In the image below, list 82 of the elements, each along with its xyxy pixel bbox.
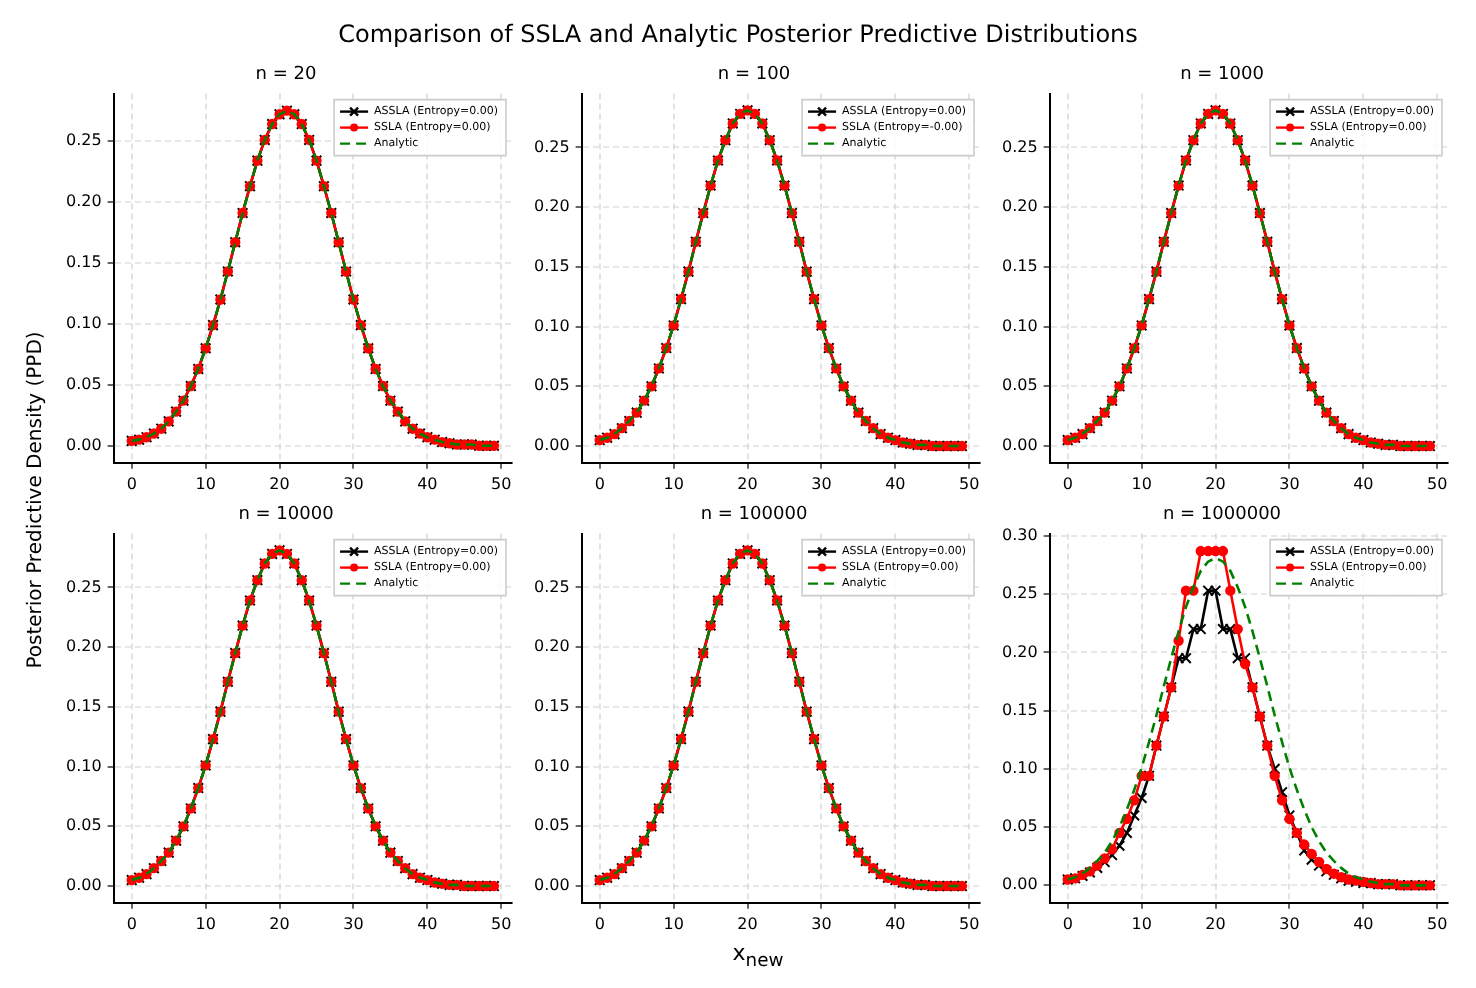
- x-tick-label: 30: [811, 914, 832, 933]
- x-tick-label: 10: [663, 914, 684, 933]
- x-tick-label: 20: [737, 914, 758, 933]
- y-tick-label: 0.15: [1002, 700, 1038, 719]
- x-tick-label: 30: [1279, 474, 1300, 493]
- chart-title: n = 100000: [700, 505, 808, 526]
- x-tick-label: 50: [491, 474, 512, 493]
- x-tick-label: 40: [1353, 914, 1374, 933]
- y-tick-label: 0.20: [534, 197, 570, 216]
- y-tick-label: 0.10: [1002, 316, 1038, 335]
- x-tick-label: 0: [126, 914, 137, 933]
- text: Comparison of SSLA and Analytic Posterior Predictive Distributions: [336, 20, 1140, 48]
- x-tick-label: 50: [1427, 914, 1448, 933]
- chart-title: n = 20: [255, 65, 317, 86]
- y-tick-label: 0.10: [1002, 759, 1038, 778]
- x-tick-label: 40: [885, 914, 906, 933]
- chart-title: n = 10000: [238, 505, 335, 526]
- x-tick-label: 20: [269, 474, 290, 493]
- y-tick-label: 0.05: [534, 376, 570, 395]
- x-tick-label: 30: [1279, 914, 1300, 933]
- x-tick-label: 10: [195, 914, 216, 933]
- y-tick-label: 0.25: [1002, 584, 1038, 603]
- y-tick-label: 0.00: [66, 876, 102, 895]
- y-tick-label: 0.10: [66, 756, 102, 775]
- y-tick-label: 0.15: [534, 257, 570, 276]
- x-tick-label: 20: [1205, 474, 1226, 493]
- y-tick-label: 0.00: [66, 435, 102, 454]
- y-tick-label: 0.00: [1002, 875, 1038, 894]
- x-axis-title: x$_{new}$: [730, 940, 786, 973]
- y-tick-label: 0.20: [1002, 642, 1038, 661]
- y-tick-label: 0.25: [1002, 137, 1038, 156]
- y-tick-label: 0.15: [1002, 257, 1038, 276]
- chart-title: n = 1000000: [1162, 505, 1282, 526]
- y-tick-label: 0.05: [1002, 376, 1038, 395]
- x-tick-label: 30: [343, 914, 364, 933]
- x-tick-label: 10: [1131, 474, 1152, 493]
- y-tick-label: 0.00: [534, 436, 570, 455]
- x-tick-label: 40: [417, 914, 438, 933]
- x-tick-label: 50: [1427, 474, 1448, 493]
- y-tick-label: 0.20: [1002, 197, 1038, 216]
- y-tick-label: 0.00: [1002, 436, 1038, 455]
- x-tick-label: 50: [959, 914, 980, 933]
- x-tick-label: 20: [269, 914, 290, 933]
- y-tick-label: 0.05: [1002, 817, 1038, 836]
- y-tick-label: 0.05: [66, 816, 102, 835]
- x-tick-label: 40: [885, 474, 906, 493]
- y-tick-label: 0.00: [534, 876, 570, 895]
- y-tick-label: 0.15: [534, 697, 570, 716]
- y-tick-label: 0.10: [534, 756, 570, 775]
- x-tick-label: 10: [1131, 914, 1152, 933]
- x-tick-label: 0: [126, 474, 137, 493]
- y-tick-label: 0.15: [66, 697, 102, 716]
- y-tick-label: 0.25: [66, 577, 102, 596]
- x-tick-label: 40: [1353, 474, 1374, 493]
- x-tick-label: 10: [195, 474, 216, 493]
- x-tick-label: 30: [811, 474, 832, 493]
- x-tick-label: 50: [959, 474, 980, 493]
- x-tick-label: 40: [417, 474, 438, 493]
- y-axis-title: Posterior Predictive Density (PPD): [25, 331, 47, 669]
- y-tick-label: 0.05: [66, 374, 102, 393]
- y-tick-label: 0.30: [1002, 526, 1038, 545]
- x-tick-label: 0: [594, 914, 605, 933]
- x-tick-label: 30: [343, 474, 364, 493]
- y-tick-label: 0.15: [66, 253, 102, 272]
- chart-title: n = 1000: [1180, 65, 1265, 86]
- x-tick-label: 50: [491, 914, 512, 933]
- y-tick-label: 0.10: [66, 314, 102, 333]
- chart-title: n = 100: [717, 65, 791, 86]
- x-tick-label: 0: [1062, 914, 1073, 933]
- y-tick-label: 0.25: [66, 131, 102, 150]
- y-tick-label: 0.20: [66, 192, 102, 211]
- y-tick-label: 0.25: [534, 137, 570, 156]
- y-tick-label: 0.20: [66, 637, 102, 656]
- x-tick-label: 20: [1205, 914, 1226, 933]
- y-tick-label: 0.25: [534, 577, 570, 596]
- y-tick-label: 0.10: [534, 316, 570, 335]
- x-tick-label: 20: [737, 474, 758, 493]
- x-tick-label: 0: [594, 474, 605, 493]
- y-tick-label: 0.05: [534, 816, 570, 835]
- x-tick-label: 10: [663, 474, 684, 493]
- y-tick-label: 0.20: [534, 637, 570, 656]
- x-tick-label: 0: [1062, 474, 1073, 493]
